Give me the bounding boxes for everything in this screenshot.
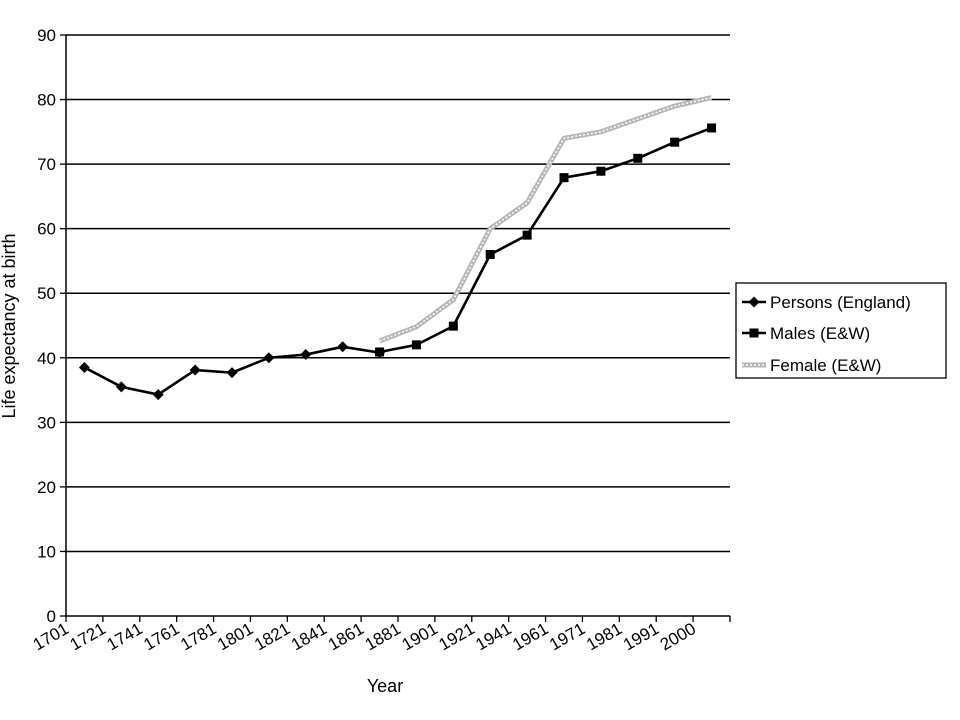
data-point-square [749, 328, 759, 338]
series-layer [78, 95, 717, 401]
data-point-diamond [78, 361, 90, 373]
y-tick-label: 60 [37, 220, 56, 239]
data-point-square [375, 347, 385, 357]
axes [60, 34, 731, 622]
x-tick-label: 1801 [214, 619, 256, 654]
legend-entry: Female (E&W) [742, 356, 881, 375]
x-tick-label: 1821 [251, 619, 293, 654]
data-point-diamond [189, 364, 201, 376]
x-tick-label: 1881 [362, 619, 404, 654]
y-tick-label: 70 [37, 155, 56, 174]
grid-lines [66, 34, 730, 553]
series-1 [375, 123, 717, 357]
x-tick-label: 1991 [620, 619, 662, 654]
y-tick-labels: 0 10 20 30 40 50 60 70 80 90 [37, 26, 56, 626]
legend-label: Female (E&W) [770, 356, 881, 375]
x-tick-label: 1841 [288, 619, 330, 654]
legend: Persons (England) Males (E&W) Female (E&W) [735, 282, 947, 379]
series-line-female-halo [378, 95, 713, 344]
y-tick-label: 30 [37, 413, 56, 432]
y-axis-title: Life expectancy at birth [0, 233, 19, 418]
data-point-square [411, 340, 421, 350]
data-point-square [670, 137, 680, 147]
x-tick-label: 1721 [67, 619, 109, 654]
y-tick-label: 0 [47, 607, 56, 626]
data-point-diamond [748, 296, 760, 308]
series-line-female [379, 96, 712, 342]
y-tick-label: 90 [37, 26, 56, 45]
x-tick-label: 1741 [104, 619, 146, 654]
y-tick-label: 10 [37, 542, 56, 561]
y-tick-label: 20 [37, 478, 56, 497]
x-tick-label: 1941 [472, 619, 514, 654]
x-tick-label: 1761 [140, 619, 182, 654]
data-point-square [485, 249, 495, 259]
y-tick-label: 40 [37, 349, 56, 368]
data-point-diamond [115, 381, 127, 393]
legend-label: Persons (England) [770, 293, 911, 312]
legend-entry: Persons (England) [742, 293, 911, 312]
series-line [379, 126, 713, 354]
x-tick-labels: 1701172117411761178118011821184118611881… [30, 619, 699, 654]
series-0 [78, 341, 386, 401]
x-tick-label: 1861 [325, 619, 367, 654]
legend-label: Males (E&W) [770, 324, 870, 343]
x-axis-title: Year [367, 676, 403, 696]
x-tick-label: 2000 [657, 619, 699, 654]
data-point-diamond [152, 389, 164, 401]
data-point-square [448, 321, 458, 331]
series-2 [378, 95, 713, 344]
y-tick-label: 80 [37, 91, 56, 110]
data-point-diamond [337, 341, 349, 353]
data-point-square [522, 230, 532, 240]
data-point-square [633, 153, 643, 163]
x-tick-label: 1781 [177, 619, 219, 654]
data-point-square [559, 173, 569, 183]
x-tick-label: 1971 [546, 619, 588, 654]
x-tick-label: 1921 [436, 619, 478, 654]
data-point-diamond [226, 367, 238, 379]
x-tick-label: 1901 [399, 619, 441, 654]
data-point-square [596, 166, 606, 176]
data-point-square [707, 123, 717, 133]
x-tick-label: 1981 [583, 619, 625, 654]
x-tick-label: 1961 [509, 619, 551, 654]
legend-box [735, 282, 947, 379]
y-tick-label: 50 [37, 284, 56, 303]
legend-entry: Males (E&W) [742, 324, 870, 343]
data-point-diamond [263, 352, 275, 364]
data-point-diamond [300, 349, 312, 361]
